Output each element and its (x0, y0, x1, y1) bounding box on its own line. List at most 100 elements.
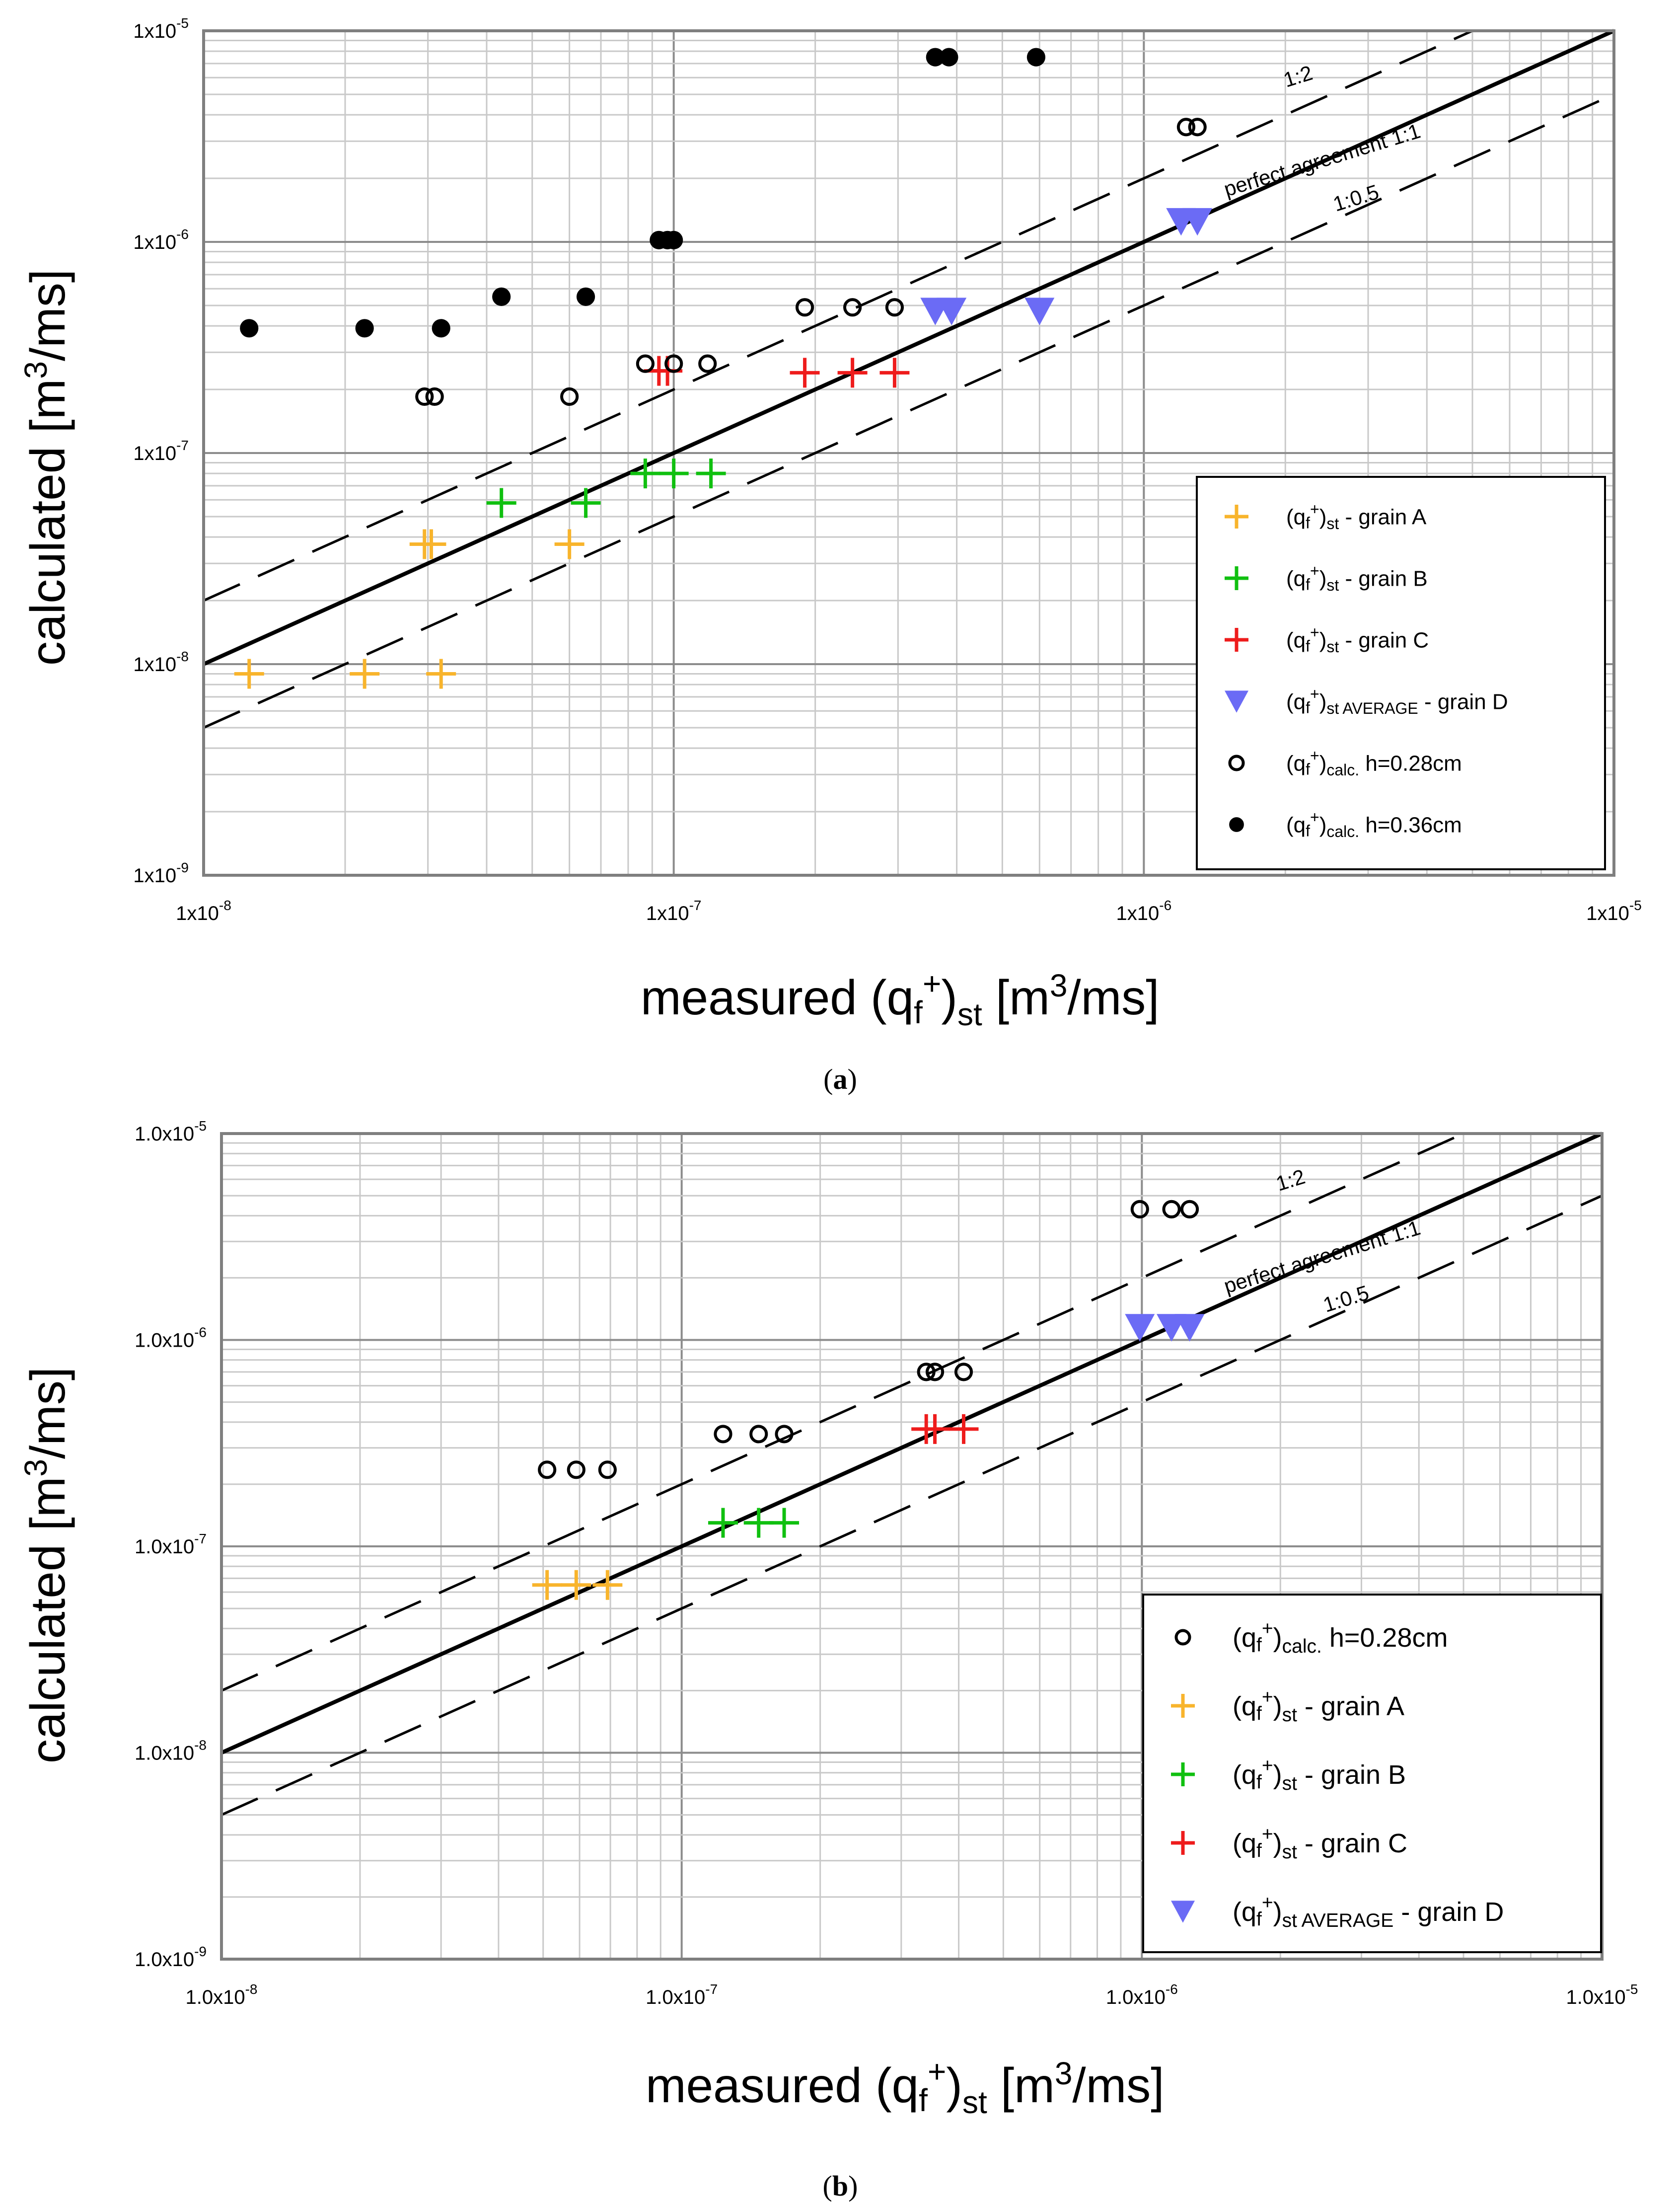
data-point (350, 659, 380, 689)
reference-line (203, 29, 1473, 602)
legend-marker (1225, 566, 1248, 590)
legend-marker (1171, 1901, 1195, 1923)
reference-lines-a (203, 29, 1615, 729)
data-point (926, 48, 945, 67)
data-point (234, 659, 264, 689)
legend-label: (qf+)calc. h=0.36cm (1286, 808, 1462, 840)
x-tick-label: 1.0x10-5 (1566, 1981, 1638, 2008)
data-point (1188, 118, 1207, 137)
data-point (698, 354, 717, 373)
data-point (426, 659, 456, 689)
data-point (925, 1363, 945, 1381)
data-point (949, 1414, 979, 1444)
data-point (658, 458, 689, 489)
data-point (790, 358, 820, 388)
data-point (486, 488, 516, 518)
data-point (1162, 1200, 1181, 1219)
x-tick-label: 1.0x10-6 (1106, 1981, 1178, 2008)
data-point (630, 458, 660, 489)
data-point (1125, 1314, 1155, 1342)
y-tick-label: 1.0x10-7 (135, 1531, 207, 1558)
reference-line (220, 1194, 1603, 1816)
legend-b: (qf+)calc. h=0.28cm (qf+)st - grain A (qf+… (1142, 1594, 1602, 1953)
y-ticks-a: 1x10-9 1x10-8 1x10-7 1x10-6 1x10-5 (133, 15, 189, 887)
caption-a: (a) (823, 1063, 857, 1095)
data-point (775, 1425, 794, 1444)
x-axis-label-a: measured (qf+)st [m3/ms] (641, 966, 1160, 1032)
legend-marker (1225, 628, 1248, 652)
x-tick-label: 1.0x10-7 (646, 1981, 718, 2008)
data-point (749, 1425, 768, 1444)
data-point (1176, 118, 1196, 137)
reference-line (203, 29, 1615, 666)
data-point (636, 354, 655, 373)
data-point (1024, 298, 1055, 325)
legend-label: (qf+)calc. h=0.28cm (1286, 747, 1462, 779)
data-point (1130, 1200, 1149, 1219)
legend-marker (1228, 755, 1245, 771)
y-tick-label: 1x10-6 (133, 227, 189, 253)
data-point (567, 1460, 585, 1479)
data-point (532, 1570, 562, 1600)
ref-label-1-0.5-b: 1:0.5 (1320, 1281, 1372, 1316)
legend-label: (qf+)st - grain B (1286, 562, 1428, 594)
legend-marker (1174, 1629, 1191, 1646)
data-point (425, 387, 444, 406)
legend-marker (1171, 1831, 1195, 1855)
legend-marker (1225, 505, 1248, 529)
y-axis-label-b: calculated [m3/ms] (18, 1367, 75, 1763)
plot-frame-b (220, 1132, 1604, 1961)
legend-label: (qf+)st - grain A (1233, 1686, 1404, 1726)
legend-a: (qf+)st - grain A (qf+)st - grain B (qf+)s… (1196, 476, 1606, 870)
grid-b (220, 1134, 1602, 1960)
legend-marker (1225, 690, 1248, 713)
data-point (795, 298, 814, 317)
legend-box-a (1196, 476, 1606, 870)
data-point (664, 354, 683, 373)
y-tick-label: 1.0x10-8 (135, 1738, 207, 1764)
data-point (1026, 48, 1046, 67)
y-tick-label: 1x10-7 (133, 438, 189, 464)
data-point (538, 1460, 557, 1479)
data-point (592, 1570, 623, 1600)
x-tick-label: 1x10-8 (176, 898, 231, 924)
legend-marker (1171, 1694, 1195, 1718)
x-ticks-a: 1x10-8 1x10-7 1x10-6 1x10-5 (176, 898, 1642, 924)
y-tick-label: 1.0x10-6 (135, 1325, 207, 1352)
legend-marker (1229, 817, 1244, 832)
x-ticks-b: 1.0x10-8 1.0x10-7 1.0x10-6 1.0x10-5 (185, 1981, 1638, 2008)
x-tick-label: 1x10-7 (646, 898, 702, 924)
reference-line (220, 1132, 1464, 1692)
data-point (415, 387, 434, 406)
ref-label-1-2-b: 1:2 (1273, 1165, 1308, 1196)
points-b (532, 1200, 1205, 1600)
y-tick-label: 1x10-8 (133, 649, 189, 676)
data-point (843, 298, 862, 317)
data-point (1180, 1200, 1199, 1219)
data-point (561, 1570, 591, 1600)
legend-box-b (1142, 1594, 1602, 1953)
reference-lines-b (220, 1132, 1603, 1816)
data-point (940, 48, 958, 67)
y-tick-label: 1.0x10-5 (135, 1118, 207, 1145)
points-a (234, 48, 1213, 689)
reference-line (203, 93, 1615, 729)
y-tick-label: 1x10-5 (133, 15, 189, 42)
data-point (355, 319, 374, 338)
data-point (885, 298, 904, 317)
legend-label: (qf+)st - grain C (1286, 623, 1429, 656)
y-axis-label-a: calculated [m3/ms] (18, 269, 75, 666)
y-tick-label: 1x10-9 (133, 860, 189, 887)
data-point (598, 1460, 617, 1479)
x-axis-label-b: measured (qf+)st [m3/ms] (646, 2054, 1165, 2120)
data-point (576, 287, 595, 306)
data-point (837, 358, 868, 388)
data-point (743, 1508, 774, 1538)
data-point (954, 1363, 973, 1381)
caption-b: (b) (823, 2170, 858, 2202)
data-point (917, 1363, 936, 1381)
legend-label: (qf+)st AVERAGE - grain D (1286, 685, 1508, 717)
data-point (240, 319, 259, 338)
